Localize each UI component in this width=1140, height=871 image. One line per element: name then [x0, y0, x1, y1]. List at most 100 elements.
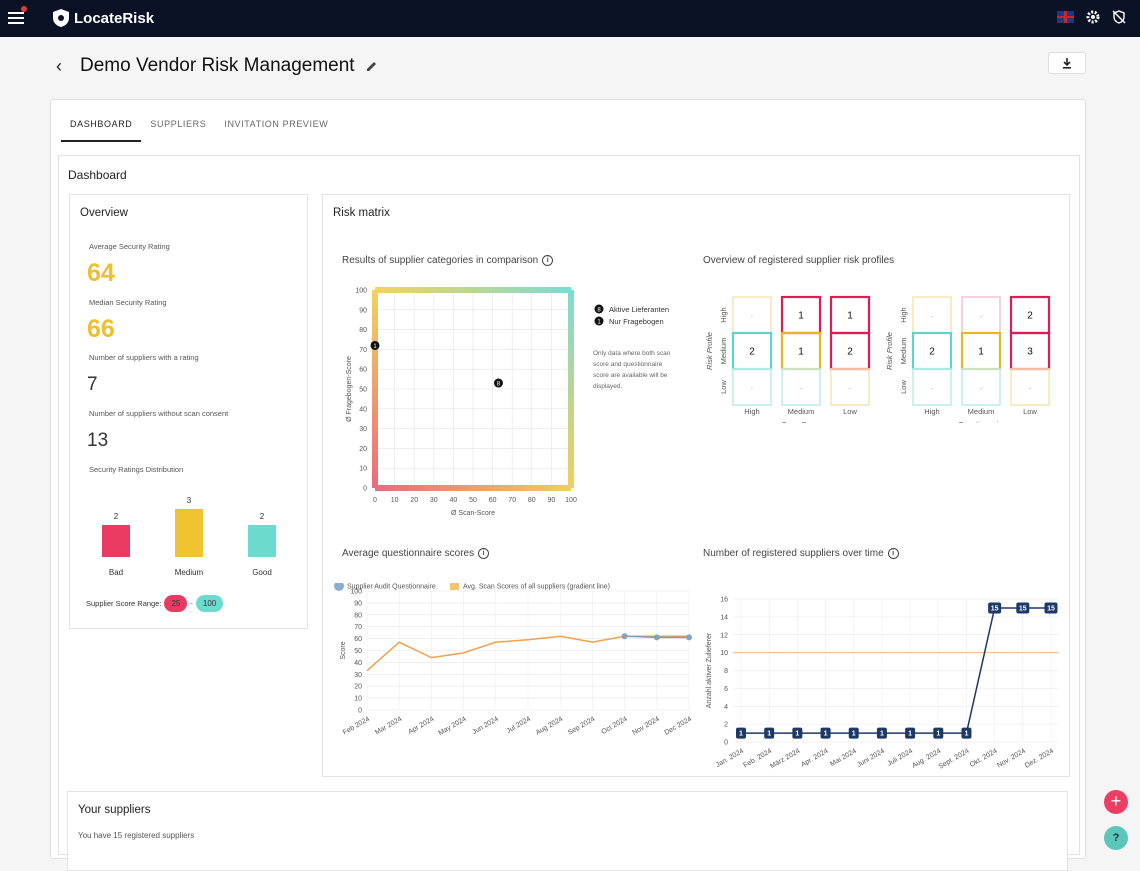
grid-axis-title: Scan-Score: [781, 420, 820, 423]
menu-icon[interactable]: [8, 6, 27, 26]
risk-cell-value: -: [931, 384, 934, 393]
x-tick-label: 50: [469, 497, 477, 504]
x-tick-label: Nov 2024: [631, 716, 661, 737]
risk-profile-axis-title: Risk Profile: [705, 332, 714, 370]
tab-invitation-preview[interactable]: INVITATION PREVIEW: [224, 119, 329, 129]
legend-swatch: [450, 583, 459, 590]
noscan-count-value: 13: [87, 430, 109, 451]
back-button[interactable]: ‹: [56, 55, 62, 76]
row-label: Medium: [719, 338, 728, 365]
range-max-badge: 100: [195, 595, 224, 612]
x-tick-label: Oct 2024: [600, 716, 628, 736]
data-label-box: [933, 727, 944, 739]
your-suppliers-panel: Your suppliers You have 15 registered su…: [67, 791, 1068, 871]
y-tick-label: 20: [354, 684, 362, 691]
top-app-bar: LocateRisk: [0, 0, 1140, 37]
y-tick-label: 2: [724, 722, 728, 729]
data-point-count: 1: [373, 344, 377, 350]
profiles-title-text: Overview of registered supplier risk pro…: [703, 255, 895, 266]
info-icon[interactable]: i: [887, 548, 899, 559]
risk-cell: [781, 368, 821, 406]
row-label: High: [719, 307, 728, 322]
risk-cell-value: 1: [978, 347, 984, 358]
noscan-count-label: Number of suppliers without scan consent: [89, 409, 229, 418]
y-tick-label: 30: [354, 672, 362, 679]
data-label: 1: [936, 731, 940, 738]
x-tick-label: Dec 2024: [664, 716, 694, 737]
risk-cell-value: -: [751, 384, 754, 393]
dashboard-card: Dashboard Overview Average Security Rati…: [58, 155, 1080, 855]
risk-cell: [732, 368, 772, 406]
download-button[interactable]: [1048, 52, 1086, 74]
range-min-badge: 25: [164, 595, 188, 612]
comparison-title-text: Results of supplier categories in compar…: [342, 255, 539, 266]
frame-bottom: [375, 485, 571, 491]
info-icon[interactable]: i: [478, 548, 490, 559]
crossed-shield-icon[interactable]: [1112, 10, 1126, 24]
overview-panel: Overview Average Security Rating 64 Medi…: [69, 194, 308, 629]
add-fab-button[interactable]: +: [1104, 790, 1128, 814]
risk-cell-value: 2: [1027, 311, 1033, 322]
data-label: 1: [824, 731, 828, 738]
data-label-box: [1044, 602, 1058, 614]
gear-icon[interactable]: [1086, 10, 1100, 24]
risk-cell: [961, 368, 1001, 406]
avg-questionnaire-title-text: Average questionnaire scores: [342, 548, 475, 559]
legend-badge: [594, 304, 604, 314]
tab-dashboard[interactable]: DASHBOARD: [61, 114, 142, 142]
data-label-box: [764, 727, 775, 739]
risk-profiles-grid: Risk Profile High Medium Low - 1 1 2 1 2 - - - High Me…: [705, 295, 1051, 423]
column-label: High: [924, 407, 939, 416]
avg-questionnaire-chart: 0 10 20 30 40 50 60 70 80 90 100 Score Feb 2024 Mar 2…: [334, 583, 694, 737]
y-tick-label: 0: [358, 708, 362, 715]
download-icon: [1063, 57, 1071, 69]
logo-text: LocateRisk: [74, 9, 155, 27]
risk-cell-value: -: [980, 312, 983, 321]
logo[interactable]: LocateRisk: [52, 8, 154, 28]
score-range-label: Supplier Score Range:: [86, 599, 162, 608]
data-label-box: [820, 727, 831, 739]
distribution-label: Security Ratings Distribution: [89, 465, 184, 474]
scatter-note: displayed.: [593, 383, 622, 390]
risk-cell-value: -: [1029, 384, 1032, 393]
y-tick-label: 80: [354, 612, 362, 619]
risk-cell-value: -: [931, 312, 934, 321]
distribution-category-label: Bad: [108, 568, 124, 577]
edit-pencil-icon[interactable]: [365, 59, 379, 73]
x-tick-label: Jan. 2024: [715, 748, 745, 769]
y-tick-label: 16: [720, 597, 728, 604]
x-tick-label: Juli 2024: [886, 748, 914, 768]
avg-rating-value: 64: [87, 259, 115, 287]
x-tick-label: Apr 2024: [407, 716, 435, 736]
profiles-title: Overview of registered supplier risk pro…: [703, 255, 894, 266]
distribution-bar[interactable]: [175, 509, 203, 557]
distribution-bar[interactable]: [102, 525, 130, 557]
y-tick-label: 80: [359, 327, 367, 334]
data-label-box: [736, 727, 746, 739]
y-tick-label: 90: [354, 600, 362, 607]
y-tick-label: 70: [354, 624, 362, 631]
y-tick-label: 10: [359, 466, 367, 473]
risk-cell-value: 2: [929, 347, 935, 358]
help-fab-button[interactable]: ?: [1104, 826, 1128, 850]
x-tick-label: 20: [410, 497, 418, 504]
y-tick-label: 0: [724, 740, 728, 747]
info-icon[interactable]: i: [542, 255, 554, 266]
column-label: Medium: [968, 407, 995, 416]
x-tick-label: Sept. 2024: [938, 748, 971, 771]
tab-bar: DASHBOARD SUPPLIERS INVITATION PREVIEW: [61, 114, 337, 142]
risk-cell-value: 3: [1027, 347, 1033, 358]
y-tick-label: 8: [724, 668, 728, 675]
data-label-box: [1016, 602, 1030, 614]
distribution-bar[interactable]: [248, 525, 276, 557]
grid-axis-title: Questionnaire: [958, 420, 1005, 423]
y-tick-label: 30: [359, 426, 367, 433]
legend-badge: [594, 316, 604, 326]
x-tick-label: 30: [430, 497, 438, 504]
x-tick-label: März 2024: [769, 748, 801, 771]
score-range: Supplier Score Range: 25 - 100: [86, 595, 224, 612]
y-tick-label: 100: [350, 589, 362, 596]
legend-badge-number: 1: [597, 320, 601, 326]
tab-suppliers[interactable]: SUPPLIERS: [150, 119, 207, 129]
language-flag-icon[interactable]: [1057, 11, 1074, 23]
